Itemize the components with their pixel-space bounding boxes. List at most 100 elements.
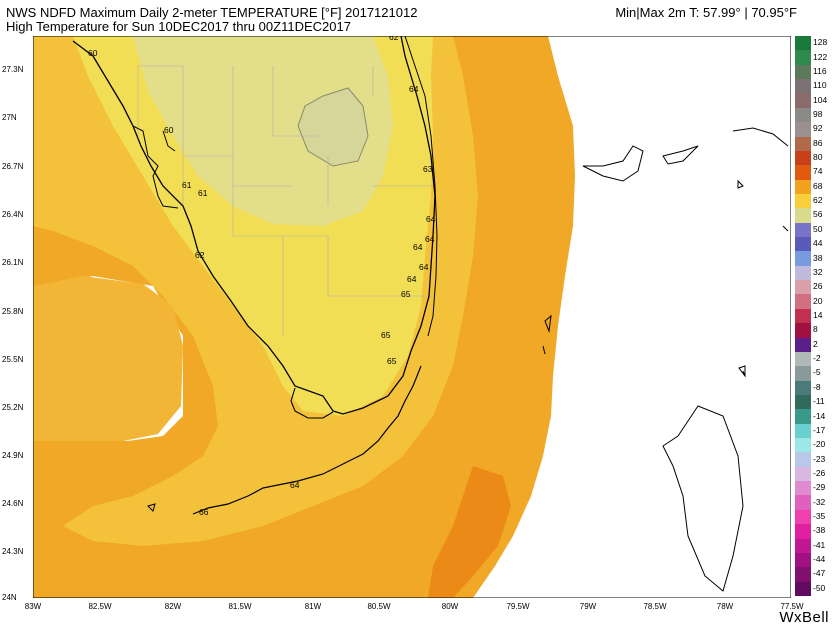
- colorbar-label: 2: [813, 338, 818, 349]
- colorbar-label: 20: [813, 295, 823, 306]
- colorbar-segment: [795, 179, 811, 195]
- colorbar-segment: [795, 466, 811, 482]
- lat-label: 26.7N: [2, 162, 24, 171]
- colorbar-label: 8: [813, 324, 818, 335]
- colorbar-segment: [795, 165, 811, 181]
- colorbar-label: -47: [813, 568, 826, 579]
- lat-label: 25.2N: [2, 403, 24, 412]
- bimini: [542, 314, 552, 355]
- colorbar-label: -50: [813, 582, 826, 593]
- colorbar-segment: [795, 423, 811, 439]
- colorbar-segment: [795, 122, 811, 137]
- lake-okeechobee: [297, 87, 369, 167]
- colorbar-label: -8: [813, 381, 821, 392]
- abaco: [732, 127, 789, 232]
- colorbar-label: 68: [813, 180, 823, 191]
- contour-label: 65: [387, 356, 397, 366]
- colorbar-label: 62: [813, 195, 823, 206]
- contour-label: 60: [88, 48, 98, 58]
- colorbar-segment: [795, 394, 811, 410]
- colorbar-label: 104: [813, 94, 828, 105]
- lat-label: 25.5N: [2, 355, 24, 364]
- contour-label: 64: [407, 274, 417, 284]
- contour-label: 61: [182, 180, 192, 190]
- contour-label: 64: [425, 234, 435, 244]
- colorbar-segment: [795, 409, 811, 425]
- contour-label: 66: [199, 507, 209, 517]
- grand-bahama: [582, 145, 699, 182]
- cape-sable: [290, 387, 334, 419]
- contour-labels: 60 60 61 61 62 62 63 64 64 64 64 64 64 6…: [88, 36, 436, 517]
- colorbar-label: -26: [813, 467, 826, 478]
- lon-label: 79.5W: [506, 602, 530, 611]
- colorbar-label: 38: [813, 252, 823, 263]
- colorbar-segment: [795, 237, 811, 252]
- colorbar-segment: [795, 581, 811, 597]
- colorbar-label: 86: [813, 137, 823, 148]
- colorbar-segment: [795, 280, 811, 295]
- colorbar-segment: [795, 452, 811, 468]
- colorbar-segment: [795, 308, 811, 324]
- contour-label: 62: [389, 36, 399, 42]
- colorbar-label: -20: [813, 439, 826, 450]
- contour-label: 64: [426, 214, 436, 224]
- lon-label: 80.5W: [367, 602, 391, 611]
- colorbar-segment: [795, 208, 811, 224]
- contour-label: 62: [195, 250, 205, 260]
- colorbar-segment: [795, 107, 811, 123]
- colorbar-label: -23: [813, 453, 826, 464]
- colorbar-segment: [795, 64, 811, 80]
- lon-label: 82W: [164, 602, 182, 611]
- contour-label: 64: [419, 262, 429, 272]
- colorbar-label: -5: [813, 367, 821, 378]
- colorbar-label: -41: [813, 539, 826, 550]
- lat-label: 24.6N: [2, 499, 24, 508]
- lon-label: 81W: [304, 602, 322, 611]
- contour-label: 64: [409, 84, 419, 94]
- lon-label: 77.5W: [780, 602, 804, 611]
- colorbar-label: -2: [813, 353, 821, 364]
- florida-barrier-coast: [404, 36, 438, 337]
- florida-coastline: [72, 36, 436, 415]
- colorbar-label: -35: [813, 511, 826, 522]
- lon-label: 81.5W: [228, 602, 252, 611]
- lon-label: 83W: [24, 602, 42, 611]
- temperature-colorbar: [795, 36, 811, 597]
- colorbar-label: 26: [813, 281, 823, 292]
- lat-label: 26.1N: [2, 258, 24, 267]
- berry-islands: [738, 365, 746, 378]
- colorbar-label: 98: [813, 108, 823, 119]
- contour-label: 61: [198, 188, 208, 198]
- colorbar-segment: [795, 251, 811, 267]
- lon-label: 80W: [441, 602, 459, 611]
- colorbar-segment: [795, 380, 811, 396]
- contour-label: 65: [401, 289, 411, 299]
- colorbar-segment: [795, 193, 811, 209]
- contour-label: 64: [290, 480, 300, 490]
- colorbar-segment: [795, 265, 811, 281]
- colorbar-segment: [795, 351, 811, 367]
- lat-label: 26.4N: [2, 210, 24, 219]
- lat-label: 27.3N: [2, 65, 24, 74]
- contour-label: 63: [423, 164, 433, 174]
- map-title: NWS NDFD Maximum Daily 2-meter TEMPERATU…: [6, 5, 418, 20]
- colorbar-label: 110: [813, 80, 827, 91]
- dry-tortugas: [147, 503, 156, 512]
- colorbar-segment: [795, 50, 811, 66]
- colorbar-label: -11: [813, 396, 825, 407]
- colorbar-segment: [795, 150, 811, 166]
- lon-label: 78W: [716, 602, 734, 611]
- colorbar-segment: [795, 36, 811, 51]
- wxbell-logo: WxBell: [779, 609, 829, 626]
- colorbar-segment: [795, 366, 811, 382]
- contour-label: 64: [413, 242, 423, 252]
- lat-label: 24N: [2, 593, 17, 602]
- min-max-readout: Min|Max 2m T: 57.99° | 70.95°F: [615, 5, 797, 20]
- colorbar-segment: [795, 524, 811, 540]
- map-subtitle: High Temperature for Sun 10DEC2017 thru …: [6, 19, 351, 34]
- colorbar-label: -29: [813, 482, 826, 493]
- contour-label: 60: [164, 125, 174, 135]
- colorbar-segment: [795, 438, 811, 453]
- lat-label: 24.9N: [2, 451, 24, 460]
- colorbar-label: -32: [813, 496, 826, 507]
